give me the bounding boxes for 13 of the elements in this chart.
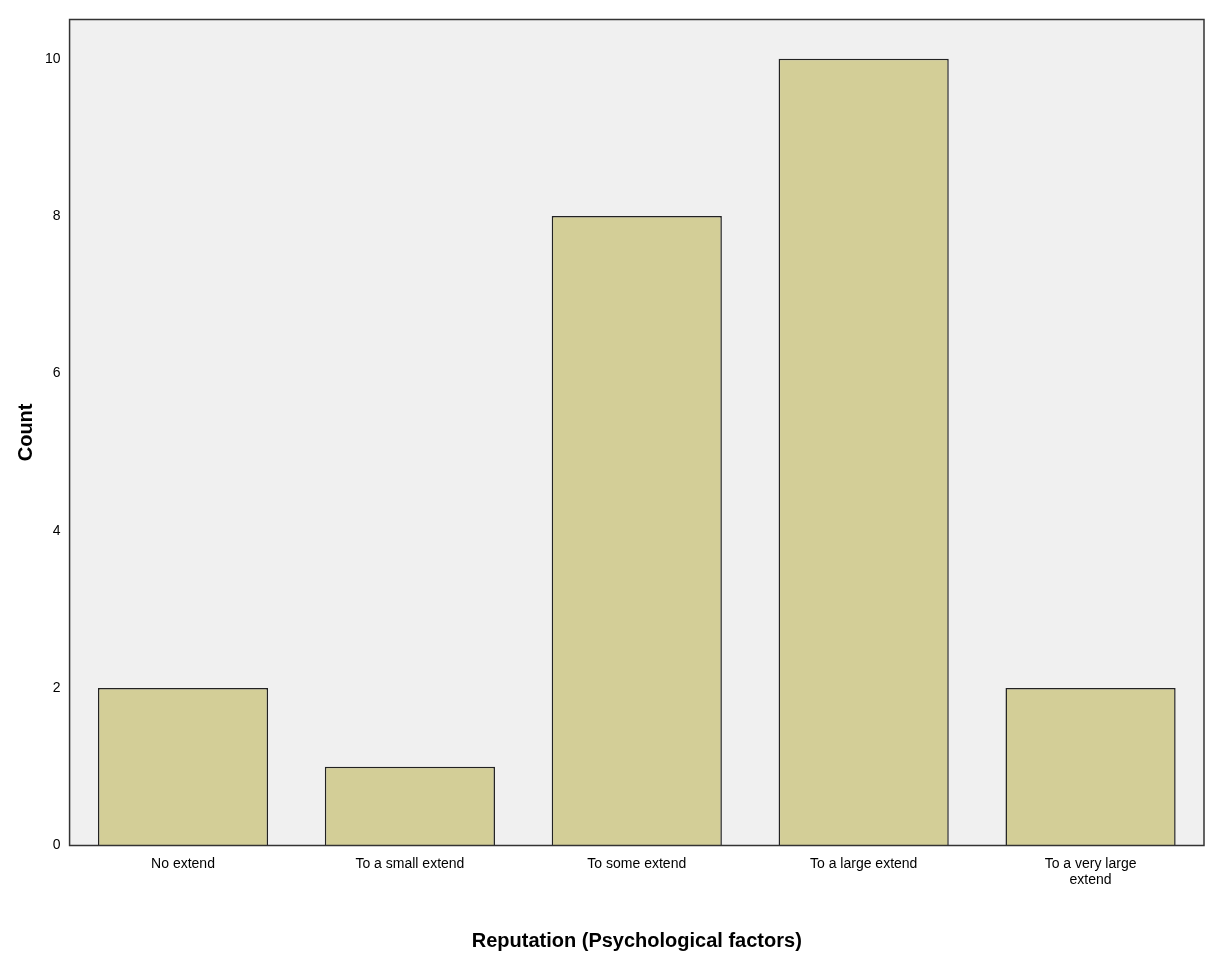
x-axis-title: Reputation (Psychological factors) bbox=[471, 928, 802, 951]
y-axis-title: Count bbox=[13, 403, 36, 462]
x-tick-label: To a very large extend bbox=[1044, 854, 1137, 888]
y-tick-label: 10 bbox=[44, 49, 61, 66]
x-tick-label: No extend bbox=[151, 854, 215, 871]
x-tick-label: To a small extend bbox=[355, 854, 465, 871]
y-tick-label: 0 bbox=[52, 836, 61, 853]
y-tick-label: 2 bbox=[52, 678, 61, 695]
y-tick-label: 6 bbox=[52, 364, 61, 381]
y-tick-label: 8 bbox=[52, 206, 61, 223]
x-tick-label: To some extend bbox=[587, 854, 687, 871]
x-tick-label: To a large extend bbox=[809, 854, 918, 871]
y-tick-label: 4 bbox=[52, 521, 61, 538]
